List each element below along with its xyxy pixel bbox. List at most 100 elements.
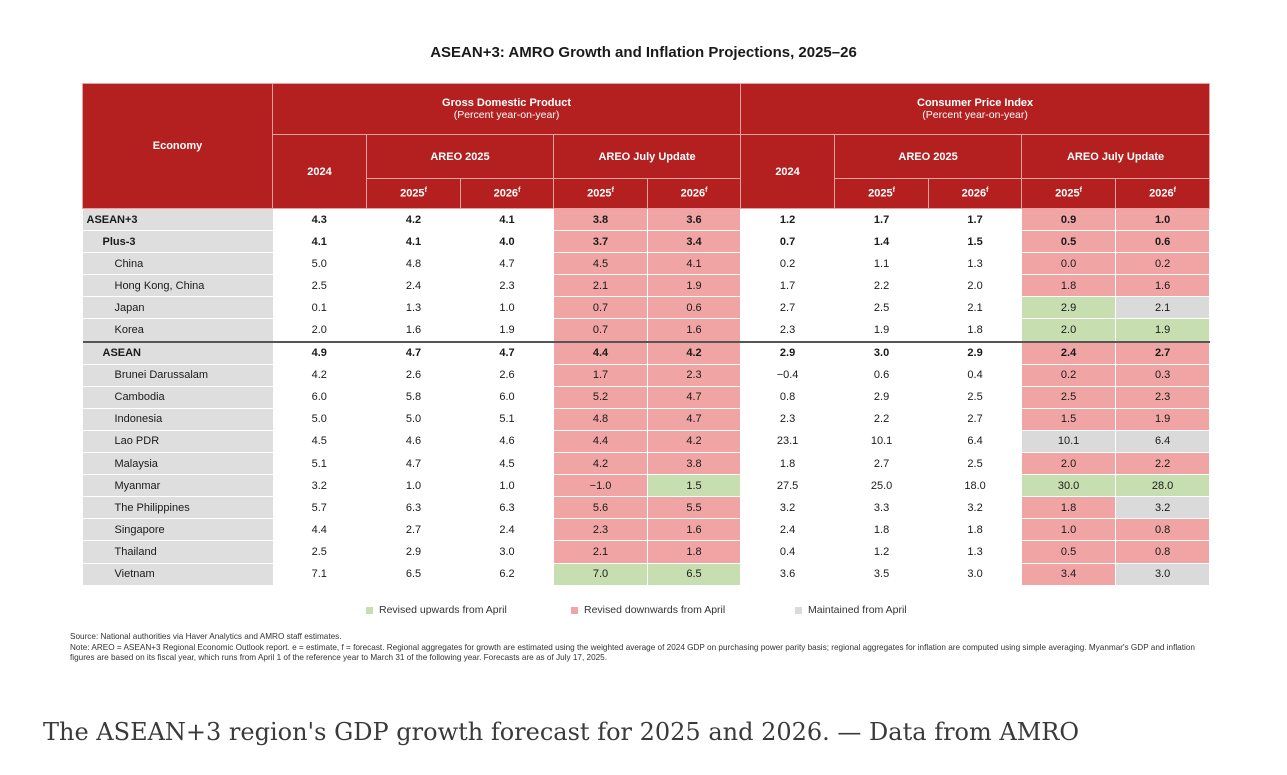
value-cell: 3.2: [272, 474, 367, 498]
value-cell: 1.8: [928, 518, 1023, 542]
value-cell: 2.5: [1021, 386, 1117, 409]
value-cell: 1.8: [1021, 496, 1117, 520]
value-cell: 3.2: [928, 496, 1023, 520]
value-cell: 3.0: [928, 563, 1023, 586]
table-row: Plus-3 4.1 4.1 4.0 3.7 3.4 0.7 1.4 1.5 0.5 0.6: [82, 230, 1211, 254]
value-cell: 5.0: [272, 408, 367, 431]
table-title: ASEAN+3: AMRO Growth and Inflation Proje…: [430, 44, 857, 61]
value-cell: 3.6: [647, 208, 742, 232]
economy-name: Cambodia: [82, 386, 273, 409]
legend-down: Revised downwards from April: [571, 604, 725, 616]
table-row: Japan 0.1 1.3 1.0 0.7 0.6 2.7 2.5 2.1 2.9 2.1: [82, 296, 1211, 320]
value-cell: 1.0: [460, 296, 554, 320]
table-row: China 5.0 4.8 4.7 4.5 4.1 0.2 1.1 1.3 0.0 0.2: [82, 252, 1211, 276]
value-cell: 5.5: [647, 496, 742, 520]
economy-name: Lao PDR: [82, 430, 273, 454]
value-cell: 10.1: [1021, 430, 1117, 454]
economy-name: ASEAN: [82, 340, 273, 365]
value-cell: 1.5: [647, 474, 742, 498]
value-cell: 1.8: [1021, 274, 1117, 298]
value-cell: 0.3: [1115, 364, 1211, 387]
value-cell: 2.3: [740, 318, 836, 343]
value-cell: 2.7: [1115, 340, 1211, 365]
value-cell: 2.2: [834, 408, 930, 431]
value-cell: 1.9: [1115, 318, 1211, 343]
table-body: ASEAN+3 4.3 4.2 4.1 3.8 3.6 1.2 1.7 1.7 0.9 1.0 Plu…: [82, 208, 1211, 586]
economy-name: Plus-3: [82, 230, 273, 254]
value-cell: 4.2: [553, 452, 648, 476]
value-cell: 2.3: [647, 364, 742, 387]
header-year: 2026f: [1115, 178, 1211, 209]
header-gdp-title: Gross Domestic Product: [442, 97, 572, 109]
value-cell: 3.8: [553, 208, 648, 232]
value-cell: 10.1: [834, 430, 930, 454]
value-cell: 4.0: [460, 230, 554, 254]
value-cell: 1.7: [740, 274, 836, 298]
value-cell: 2.5: [272, 274, 367, 298]
value-cell: 2.0: [1021, 452, 1117, 476]
source-note: Source: National authorities via Haver A…: [70, 632, 342, 641]
table-row: Brunei Darussalam 4.2 2.6 2.6 1.7 2.3 −0.4 0.6 0…: [82, 364, 1211, 387]
header-gdp-subtitle: (Percent year-on-year): [453, 109, 560, 121]
value-cell: 1.7: [553, 364, 648, 387]
legend-up-swatch: [366, 606, 373, 614]
table-row: Thailand 2.5 2.9 3.0 2.1 1.8 0.4 1.2 1.3 0.5 0.8: [82, 540, 1211, 564]
value-cell: −1.0: [553, 474, 648, 498]
value-cell: 2.4: [1021, 340, 1117, 365]
footnotes: Source: National authorities via Haver A…: [70, 632, 1210, 664]
value-cell: 1.3: [366, 296, 461, 320]
value-cell: 2.3: [1115, 386, 1211, 409]
value-cell: 27.5: [740, 474, 836, 498]
value-cell: 5.0: [366, 408, 461, 431]
value-cell: 2.3: [553, 518, 648, 542]
value-cell: 1.9: [1115, 408, 1211, 431]
value-cell: 1.0: [1021, 518, 1117, 542]
header-cpi: Consumer Price Index (Percent year-on-ye…: [740, 83, 1211, 135]
value-cell: 0.0: [1021, 252, 1117, 276]
value-cell: 2.5: [928, 386, 1023, 409]
value-cell: −0.4: [740, 364, 836, 387]
value-cell: 2.7: [740, 296, 836, 320]
table-row: Cambodia 6.0 5.8 6.0 5.2 4.7 0.8 2.9 2.5 2.5 2.3: [82, 386, 1211, 409]
value-cell: 5.7: [272, 496, 367, 520]
value-cell: 2.5: [272, 540, 367, 564]
header-year: 2025f: [1021, 178, 1117, 209]
value-cell: 6.4: [928, 430, 1023, 454]
value-cell: 28.0: [1115, 474, 1211, 498]
value-cell: 0.8: [740, 386, 836, 409]
value-cell: 4.7: [366, 340, 461, 365]
value-cell: 6.4: [1115, 430, 1211, 454]
value-cell: 4.8: [366, 252, 461, 276]
value-cell: 2.9: [834, 386, 930, 409]
value-cell: 5.6: [553, 496, 648, 520]
economy-name: Thailand: [82, 540, 273, 564]
legend-same-swatch: [795, 606, 802, 614]
value-cell: 1.1: [834, 252, 930, 276]
value-cell: 0.8: [1115, 540, 1211, 564]
value-cell: 2.2: [834, 274, 930, 298]
value-cell: 0.2: [1115, 252, 1211, 276]
legend-down-label: Revised downwards from April: [584, 604, 726, 616]
value-cell: 1.3: [928, 540, 1023, 564]
table-row: Lao PDR 4.5 4.6 4.6 4.4 4.2 23.1 10.1 6.4 10.1 6.4: [82, 430, 1211, 454]
header-cpi-july-update: AREO July Update: [1021, 134, 1211, 179]
economy-name: Singapore: [82, 518, 273, 542]
header-year: 2026f: [928, 178, 1023, 209]
value-cell: 4.9: [272, 340, 367, 365]
value-cell: 0.7: [553, 318, 648, 343]
header-cpi-subtitle: (Percent year-on-year): [922, 109, 1028, 121]
value-cell: 3.4: [1021, 563, 1117, 586]
value-cell: 23.1: [740, 430, 836, 454]
value-cell: 5.1: [272, 452, 367, 476]
value-cell: 0.6: [647, 296, 742, 320]
value-cell: 4.5: [272, 430, 367, 454]
header-gdp-2024: 2024: [272, 134, 367, 209]
value-cell: 4.1: [272, 230, 367, 254]
value-cell: 5.2: [553, 386, 648, 409]
value-cell: 4.4: [553, 430, 648, 454]
value-cell: 7.0: [553, 563, 648, 586]
value-cell: 1.2: [834, 540, 930, 564]
economy-name: China: [82, 252, 273, 276]
value-cell: 4.2: [366, 208, 461, 232]
value-cell: 2.5: [834, 296, 930, 320]
